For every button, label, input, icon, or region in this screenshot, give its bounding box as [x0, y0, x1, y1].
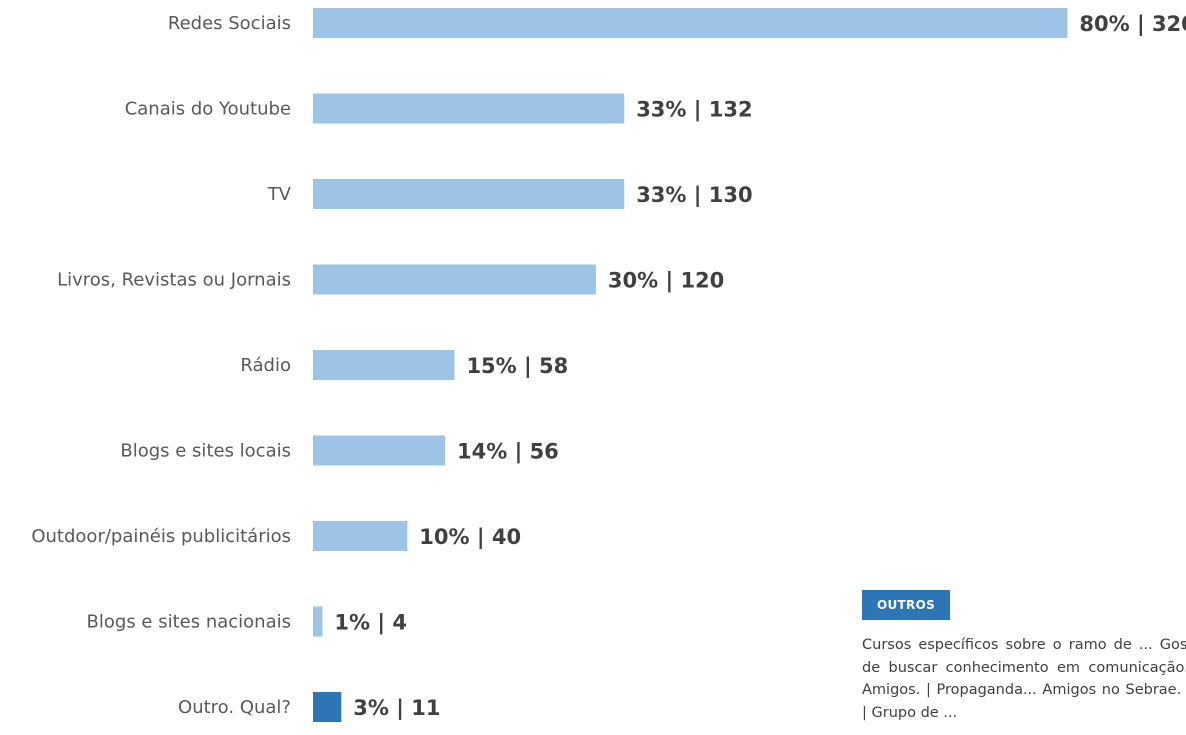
- bar: [313, 93, 625, 124]
- value-label: 14% | 56: [457, 440, 559, 465]
- value-label: 33% | 130: [636, 183, 752, 208]
- bar: [313, 8, 1068, 38]
- bar: [313, 179, 625, 209]
- bar: [313, 521, 408, 551]
- category-label: TV: [267, 184, 292, 205]
- value-label: 33% | 132: [636, 98, 752, 123]
- value-label: 1% | 4: [334, 611, 407, 636]
- value-label: 15% | 58: [466, 354, 568, 379]
- outros-text: Cursos específicos sobre o ramo de ... G…: [862, 637, 1186, 721]
- category-label: Livros, Revistas ou Jornais: [57, 270, 291, 291]
- bar: [313, 692, 342, 722]
- value-label: 3% | 11: [353, 696, 440, 721]
- category-label: Canais do Youtube: [125, 99, 291, 120]
- bar: [313, 435, 446, 466]
- value-label: 10% | 40: [419, 525, 521, 550]
- bar: [313, 606, 323, 637]
- category-label: Outdoor/painéis publicitários: [31, 526, 291, 547]
- value-label: 30% | 120: [608, 269, 724, 294]
- outros-badge: OUTROS: [862, 590, 951, 620]
- category-label: Blogs e sites locais: [120, 441, 291, 462]
- value-label: 80% | 320: [1079, 12, 1186, 37]
- category-label: Outro. Qual?: [178, 697, 291, 718]
- category-label: Blogs e sites nacionais: [87, 612, 291, 633]
- category-label: Redes Sociais: [168, 13, 291, 34]
- outros-panel: OUTROS Cursos específicos sobre o ramo d…: [862, 590, 1186, 724]
- category-label: Rádio: [240, 355, 291, 376]
- bar: [313, 264, 596, 295]
- bar: [313, 350, 455, 380]
